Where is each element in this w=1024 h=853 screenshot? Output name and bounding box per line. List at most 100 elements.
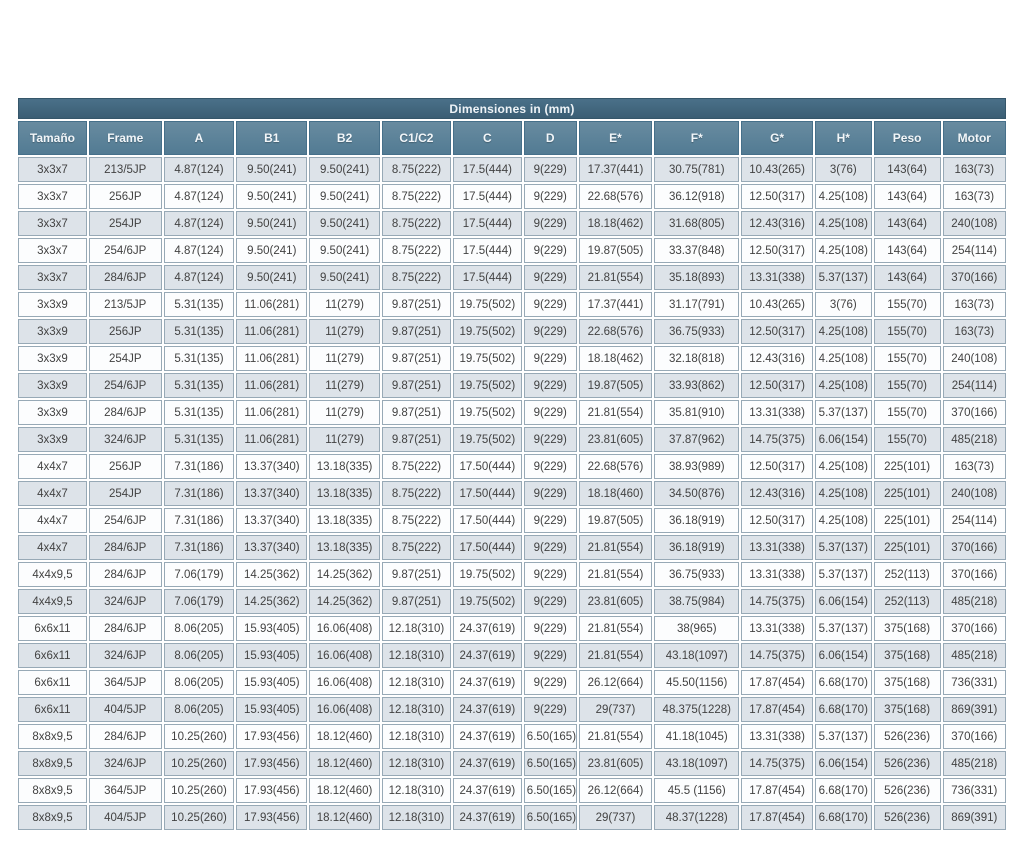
cell: 14.75(375): [741, 751, 813, 776]
cell: 6.68(170): [814, 778, 872, 803]
cell: 254/6JP: [88, 238, 162, 263]
cell: 10.43(265): [741, 292, 813, 317]
cell: 13.37(340): [236, 508, 308, 533]
cell: 13.18(335): [309, 481, 380, 506]
cell: 225(101): [873, 481, 941, 506]
cell: 869(391): [942, 805, 1006, 830]
table-row: 8x8x9,5 324/6JP 10.25(260) 17.93(456) 18.12(…: [18, 751, 1006, 776]
cell: 254/6JP: [88, 373, 162, 398]
cell: 5.31(135): [163, 373, 235, 398]
cell: 254JP: [88, 481, 162, 506]
cell: 5.37(137): [814, 535, 872, 560]
cell: 6.68(170): [814, 670, 872, 695]
table-row: 6x6x11 324/6JP 8.06(205) 15.93(405) 16.06(40…: [18, 643, 1006, 668]
cell: 8.75(222): [381, 454, 451, 479]
table-row: 8x8x9,5 364/5JP 10.25(260) 17.93(456) 18.12(…: [18, 778, 1006, 803]
cell: 12.50(317): [741, 508, 813, 533]
cell: 11.06(281): [236, 373, 308, 398]
cell: 11(279): [309, 319, 380, 344]
cell: 3x3x9: [18, 427, 87, 452]
cell: 34.50(876): [654, 481, 740, 506]
cell: 17.50(444): [452, 481, 522, 506]
cell: 19.87(505): [578, 238, 653, 263]
cell: 17.50(444): [452, 508, 522, 533]
cell: 6.06(154): [814, 589, 872, 614]
cell: 256JP: [88, 319, 162, 344]
cell: 12.50(317): [741, 238, 813, 263]
cell: 17.37(441): [578, 157, 653, 182]
cell: 17.5(444): [452, 184, 522, 209]
table-head: Dimensiones in (mm) Tamaño Frame A B1 B2 C1/C…: [18, 98, 1006, 155]
cell: 3x3x9: [18, 400, 87, 425]
cell: 21.81(554): [578, 535, 653, 560]
cell: 21.81(554): [578, 265, 653, 290]
cell: 9.50(241): [309, 238, 380, 263]
cell: 9(229): [523, 697, 577, 722]
cell: 9(229): [523, 184, 577, 209]
cell: 21.81(554): [578, 724, 653, 749]
cell: 4x4x7: [18, 454, 87, 479]
cell: 155(70): [873, 292, 941, 317]
cell: 163(73): [942, 454, 1006, 479]
cell: 23.81(605): [578, 589, 653, 614]
cell: 17.5(444): [452, 265, 522, 290]
cell: 4.87(124): [163, 238, 235, 263]
cell: 155(70): [873, 400, 941, 425]
cell: 18.12(460): [309, 805, 380, 830]
cell: 14.25(362): [309, 589, 380, 614]
cell: 526(236): [873, 778, 941, 803]
cell: 5.31(135): [163, 292, 235, 317]
cell: 254(114): [942, 508, 1006, 533]
cell: 18.12(460): [309, 751, 380, 776]
cell: 31.68(805): [654, 211, 740, 236]
cell: 375(168): [873, 616, 941, 641]
title-row: Dimensiones in (mm): [18, 98, 1006, 119]
header-row: Tamaño Frame A B1 B2 C1/C2 C D E* F* G* H* Peso Motor: [18, 121, 1006, 155]
cell: 143(64): [873, 157, 941, 182]
table-row: 3x3x7 256JP 4.87(124) 9.50(241) 9.50(241) 8.7…: [18, 184, 1006, 209]
cell: 24.37(619): [452, 751, 522, 776]
cell: 254JP: [88, 346, 162, 371]
cell: 19.87(505): [578, 373, 653, 398]
cell: 9(229): [523, 643, 577, 668]
cell: 3(76): [814, 292, 872, 317]
cell: 256JP: [88, 454, 162, 479]
cell: 17.50(444): [452, 454, 522, 479]
cell: 9.87(251): [381, 373, 451, 398]
cell: 12.43(316): [741, 481, 813, 506]
cell: 155(70): [873, 427, 941, 452]
cell: 4.25(108): [814, 184, 872, 209]
cell: 213/5JP: [88, 157, 162, 182]
cell: 21.81(554): [578, 616, 653, 641]
cell: 11.06(281): [236, 319, 308, 344]
cell: 324/6JP: [88, 427, 162, 452]
cell: 13.31(338): [741, 724, 813, 749]
cell: 284/6JP: [88, 562, 162, 587]
cell: 21.81(554): [578, 643, 653, 668]
cell: 9(229): [523, 508, 577, 533]
cell: 370(166): [942, 535, 1006, 560]
cell: 8.75(222): [381, 508, 451, 533]
cell: 17.87(454): [741, 805, 813, 830]
cell: 284/6JP: [88, 400, 162, 425]
cell: 38.75(984): [654, 589, 740, 614]
cell: 38(965): [654, 616, 740, 641]
cell: 13.18(335): [309, 454, 380, 479]
cell: 9.50(241): [309, 157, 380, 182]
cell: 9.50(241): [236, 184, 308, 209]
cell: 9(229): [523, 265, 577, 290]
cell: 4.25(108): [814, 481, 872, 506]
cell: 12.18(310): [381, 805, 451, 830]
cell: 11(279): [309, 292, 380, 317]
table-row: 4x4x7 254JP 7.31(186) 13.37(340) 13.18(335) 8…: [18, 481, 1006, 506]
cell: 12.50(317): [741, 184, 813, 209]
cell: 284/6JP: [88, 724, 162, 749]
cell: 26.12(664): [578, 778, 653, 803]
cell: 41.18(1045): [654, 724, 740, 749]
cell: 143(64): [873, 211, 941, 236]
cell: 19.75(502): [452, 346, 522, 371]
cell: 9(229): [523, 319, 577, 344]
table-row: 6x6x11 284/6JP 8.06(205) 15.93(405) 16.06(40…: [18, 616, 1006, 641]
cell: 36.18(919): [654, 535, 740, 560]
